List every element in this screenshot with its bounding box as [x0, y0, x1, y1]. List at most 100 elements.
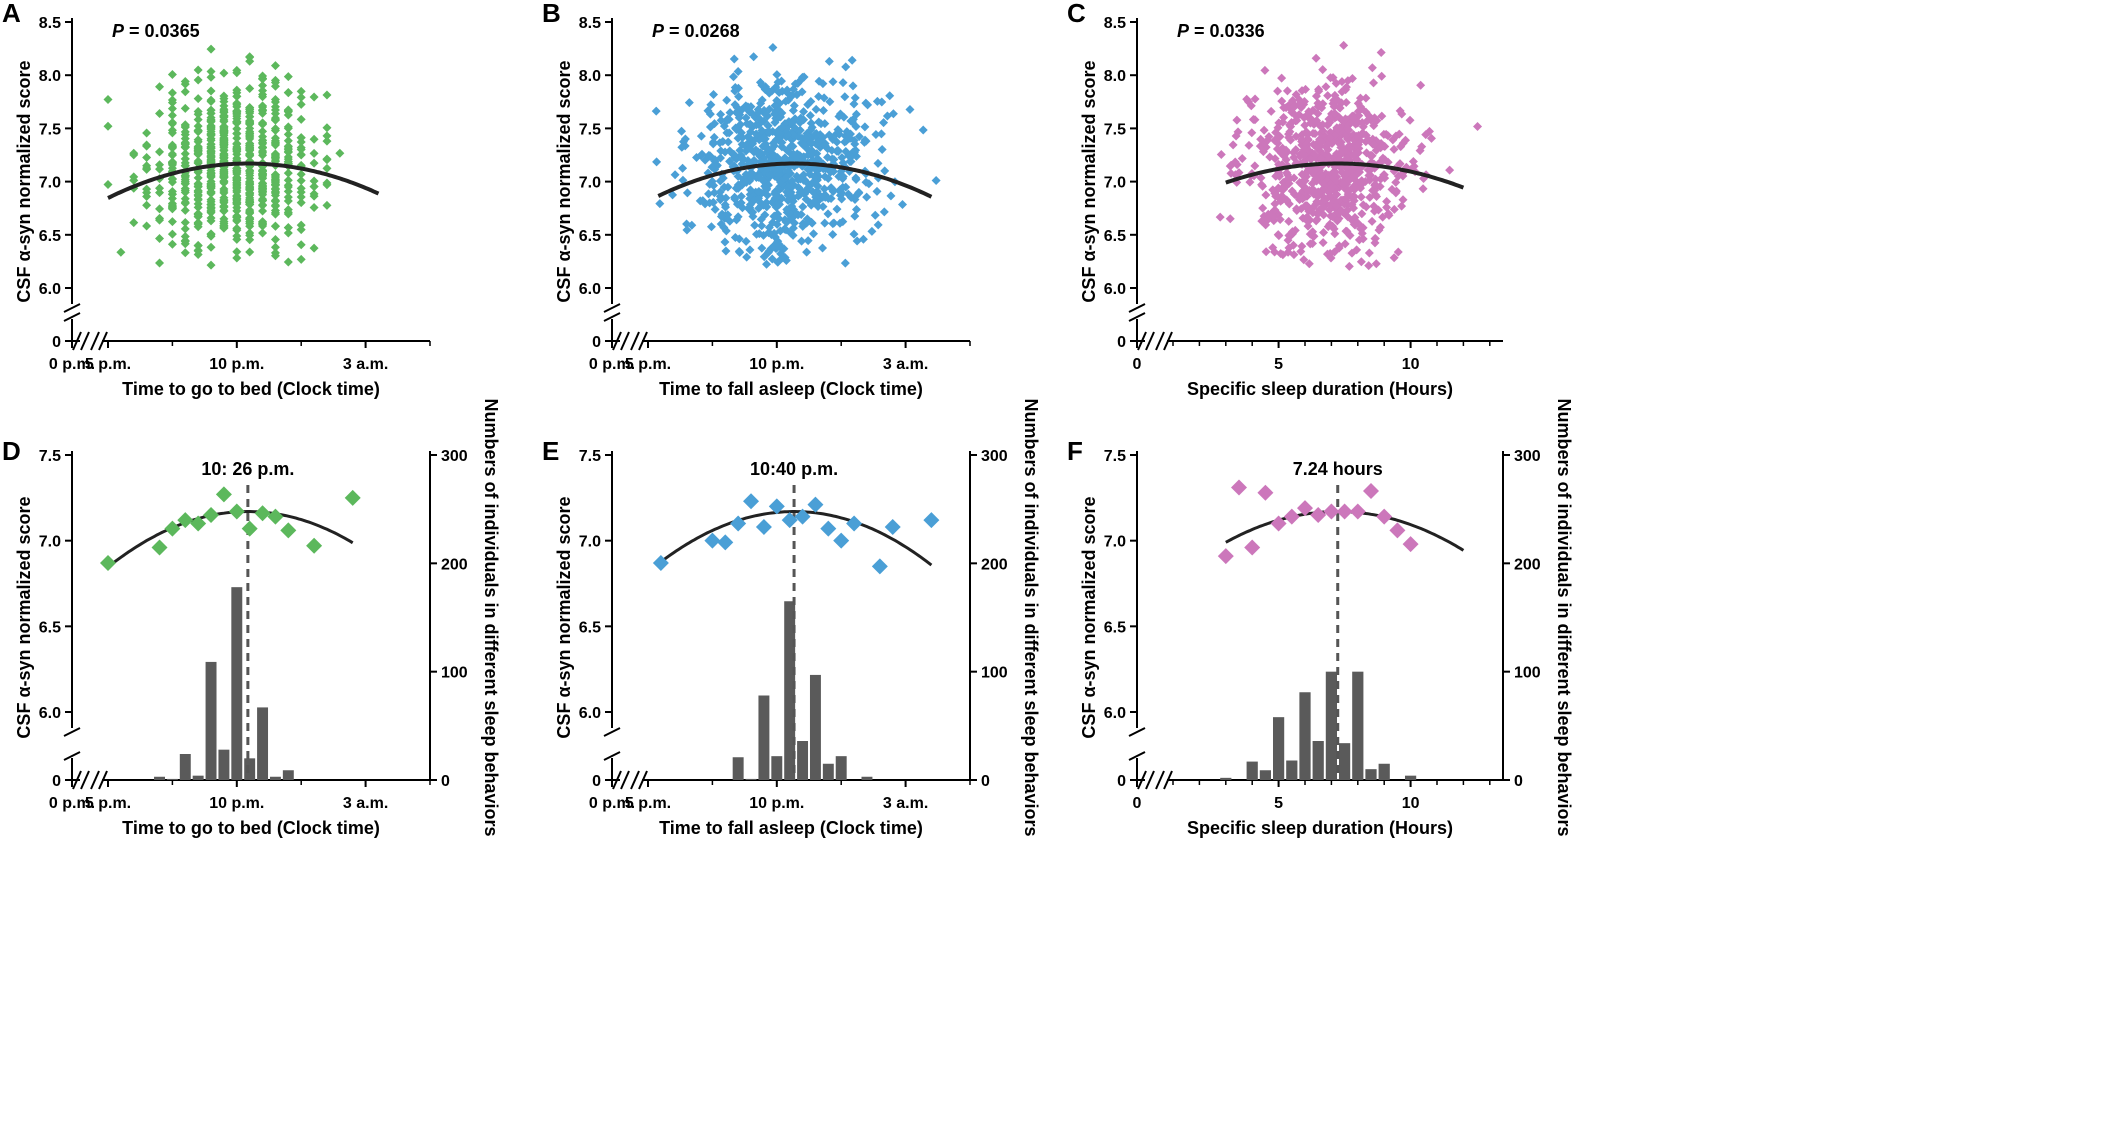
data-point	[1382, 197, 1392, 207]
data-point	[1369, 201, 1379, 211]
y-axis-break	[63, 751, 81, 761]
mean-point	[1349, 503, 1366, 520]
bar	[166, 778, 178, 780]
data-point	[837, 194, 847, 204]
fit-curve	[657, 510, 933, 567]
data-point	[1389, 253, 1399, 263]
data-point	[193, 115, 203, 125]
data-point	[768, 126, 778, 136]
data-point	[245, 228, 255, 238]
data-point	[1325, 117, 1335, 127]
data-point	[795, 76, 805, 86]
data-point	[1313, 187, 1323, 197]
data-point	[677, 142, 687, 152]
data-point	[870, 210, 880, 220]
data-point	[1426, 133, 1436, 143]
data-point	[1270, 154, 1280, 164]
data-point	[879, 118, 889, 128]
bar	[1259, 770, 1272, 780]
data-point	[835, 218, 845, 228]
data-point	[1330, 196, 1340, 206]
data-point	[335, 148, 345, 158]
data-point	[206, 130, 216, 140]
data-point	[142, 188, 152, 198]
data-point	[270, 183, 280, 193]
data-point	[1366, 115, 1376, 125]
data-point	[167, 128, 177, 138]
data-point	[103, 94, 113, 104]
x-axis-break	[72, 331, 82, 351]
data-point	[1322, 141, 1332, 151]
data-point	[296, 220, 306, 230]
data-point	[1352, 217, 1362, 227]
data-point	[1313, 109, 1323, 119]
data-point	[1364, 171, 1374, 181]
mean-point	[151, 539, 168, 556]
data-point	[814, 137, 824, 147]
data-point	[167, 239, 177, 249]
x-tick-label: 10 p.m.	[209, 795, 264, 812]
data-point	[880, 166, 890, 176]
data-point	[1352, 170, 1362, 180]
y-tick-label: 6.5	[579, 619, 601, 636]
data-point	[733, 66, 743, 76]
y2-tick-label: 200	[441, 556, 468, 573]
data-point	[1379, 129, 1389, 139]
bar	[282, 770, 294, 780]
data-point	[790, 79, 800, 89]
data-point	[206, 187, 216, 197]
bar	[1352, 671, 1364, 780]
data-point	[787, 176, 797, 186]
data-point	[1316, 153, 1326, 163]
data-point	[734, 246, 744, 256]
data-point	[1332, 112, 1342, 122]
y-axis-break	[63, 303, 81, 313]
data-point	[245, 247, 255, 257]
data-point	[788, 84, 798, 94]
data-point	[1311, 216, 1321, 226]
y-axis-break	[603, 303, 621, 313]
data-point	[783, 88, 793, 98]
data-point	[773, 77, 783, 87]
data-point	[245, 170, 255, 180]
data-point	[1324, 187, 1334, 197]
data-point	[167, 217, 177, 227]
data-point	[245, 215, 255, 225]
data-point	[1273, 138, 1283, 148]
data-point	[219, 186, 229, 196]
data-point	[1417, 142, 1427, 152]
data-point	[746, 127, 756, 137]
data-point	[283, 106, 293, 116]
data-point	[836, 188, 846, 198]
data-point	[810, 196, 820, 206]
data-point	[1368, 134, 1378, 144]
bar	[1312, 741, 1324, 780]
data-point	[1284, 133, 1294, 143]
data-point	[1258, 203, 1268, 213]
data-point	[1380, 141, 1390, 151]
data-point	[747, 108, 757, 118]
data-point	[873, 158, 883, 168]
data-point	[741, 236, 751, 246]
data-point	[728, 149, 738, 159]
data-point	[1301, 84, 1311, 94]
data-point	[1357, 209, 1367, 219]
data-point	[828, 219, 838, 229]
data-point	[757, 125, 767, 135]
data-point	[759, 141, 769, 151]
mean-point	[794, 508, 811, 525]
x-tick-label: 0 p.m.	[49, 795, 95, 812]
data-point	[283, 207, 293, 217]
mean-point	[704, 532, 721, 549]
data-point	[1303, 134, 1313, 144]
data-point	[1311, 53, 1321, 63]
data-point	[1279, 113, 1289, 123]
data-point	[836, 167, 846, 177]
data-point	[731, 123, 741, 133]
data-point	[803, 236, 813, 246]
data-point	[687, 220, 697, 230]
mean-point	[1376, 508, 1393, 525]
data-point	[872, 186, 882, 196]
data-point	[1354, 235, 1364, 245]
data-point	[1308, 139, 1318, 149]
